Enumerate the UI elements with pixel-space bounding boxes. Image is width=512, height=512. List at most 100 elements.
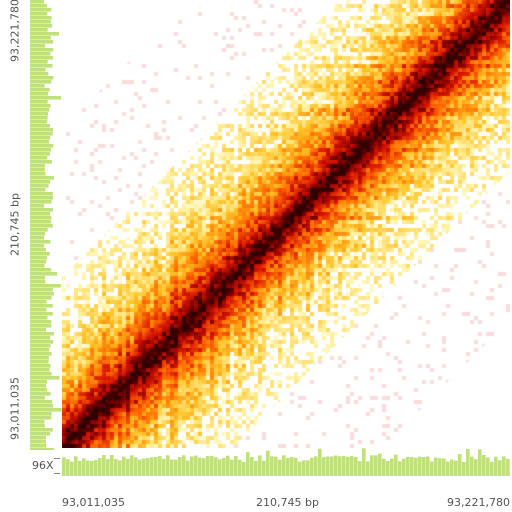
coverage-bar: [190, 456, 194, 476]
coverage-bar: [330, 456, 334, 476]
coverage-bar: [102, 455, 106, 476]
coverage-bar: [494, 456, 498, 476]
coverage-bar: [374, 455, 378, 476]
coverage-bar: [30, 392, 51, 396]
coverage-bar: [242, 462, 246, 476]
coverage-bar: [214, 457, 218, 476]
coverage-bar: [258, 455, 262, 476]
coverage-bar: [30, 372, 52, 376]
coverage-bar: [262, 460, 266, 476]
coverage-bar: [30, 216, 52, 220]
coverage-bar: [402, 458, 406, 476]
coverage-bar: [154, 456, 158, 476]
coverage-bar: [342, 455, 346, 476]
coverage-bar: [302, 460, 306, 476]
coverage-bar: [366, 461, 370, 476]
coverage-bar: [30, 356, 49, 360]
coverage-bar: [286, 457, 290, 476]
coverage-bar: [30, 184, 49, 188]
coverage-bar: [30, 416, 52, 420]
coverage-bar: [30, 232, 46, 236]
coverage-bar: [30, 396, 45, 400]
coverage-bar: [30, 376, 60, 380]
coverage-bar: [346, 456, 350, 476]
coverage-bar: [30, 296, 52, 300]
coverage-bar: [30, 316, 48, 320]
coverage-bar: [30, 256, 47, 260]
coverage-bar: [506, 458, 510, 476]
coverage-bar: [386, 461, 390, 476]
coverage-bar: [30, 320, 52, 324]
y-axis-span-label: 210,745 bp: [8, 193, 22, 256]
coverage-bar: [30, 244, 45, 248]
coverage-bar: [30, 344, 51, 348]
coverage-bar: [94, 460, 98, 476]
x-axis-start-label: 93,011,035: [62, 496, 125, 509]
coverage-bar: [410, 457, 414, 476]
coverage-bar: [326, 456, 330, 476]
coverage-bar: [278, 459, 282, 476]
coverage-bar: [226, 455, 230, 476]
coverage-bar: [382, 458, 386, 476]
coverage-bar: [82, 458, 86, 476]
coverage-bar: [170, 459, 174, 476]
coverage-bar: [294, 457, 298, 476]
coverage-bar: [30, 412, 52, 416]
y-axis-start-label: 93,011,035: [8, 377, 22, 440]
coverage-bar: [30, 368, 50, 372]
coverage-bar: [30, 192, 53, 196]
coverage-bar: [30, 32, 59, 36]
coverage-bar: [30, 400, 53, 404]
coverage-bar: [30, 292, 54, 296]
coverage-bar: [438, 458, 442, 476]
coverage-bar: [30, 380, 47, 384]
coverage-bar: [30, 352, 52, 356]
coverage-bar: [30, 40, 54, 44]
coverage-bar: [314, 456, 318, 476]
coverage-bar: [30, 12, 48, 16]
coverage-bar: [230, 459, 234, 476]
coverage-bar: [274, 456, 278, 476]
coverage-bar: [30, 336, 51, 340]
coverage-bar: [254, 460, 258, 476]
coverage-bar: [30, 276, 46, 280]
coverage-bar: [78, 460, 82, 476]
coverage-bar: [30, 116, 48, 120]
coverage-bar: [138, 459, 142, 476]
coverage-bar: [30, 104, 51, 108]
coverage-bar: [450, 459, 454, 476]
coverage-bar: [486, 457, 490, 476]
coverage-bar: [30, 36, 51, 40]
coverage-bar: [446, 461, 450, 476]
coverage-bar: [182, 455, 186, 476]
coverage-bar: [114, 459, 118, 476]
coverage-bar: [30, 60, 48, 64]
coverage-bar: [30, 252, 50, 256]
coverage-bar: [30, 112, 49, 116]
coverage-bar: [86, 460, 90, 476]
coverage-bar: [474, 459, 478, 476]
coverage-bar: [266, 450, 270, 476]
coverage-bar: [290, 457, 294, 476]
coverage-bar: [30, 284, 61, 288]
coverage-bar: [30, 432, 51, 436]
coverage-bar: [30, 124, 51, 128]
coverage-bar: [222, 457, 226, 476]
contact-heatmap[interactable]: [62, 0, 510, 448]
x-axis-span-label: 210,745 bp: [256, 496, 319, 509]
coverage-bar: [30, 196, 53, 200]
coverage-bar: [134, 457, 138, 476]
coverage-bar: [354, 457, 358, 476]
coverage-bar: [30, 444, 47, 448]
coverage-bar: [434, 457, 438, 476]
coverage-bar: [338, 456, 342, 476]
coverage-bar: [318, 448, 322, 476]
coverage-bar: [30, 76, 54, 80]
coverage-bar: [30, 240, 51, 244]
coverage-bar: [30, 100, 48, 104]
coverage-bar: [426, 456, 430, 476]
coverage-bar: [422, 457, 426, 476]
coverage-bar: [390, 458, 394, 476]
coverage-bar: [210, 455, 214, 476]
